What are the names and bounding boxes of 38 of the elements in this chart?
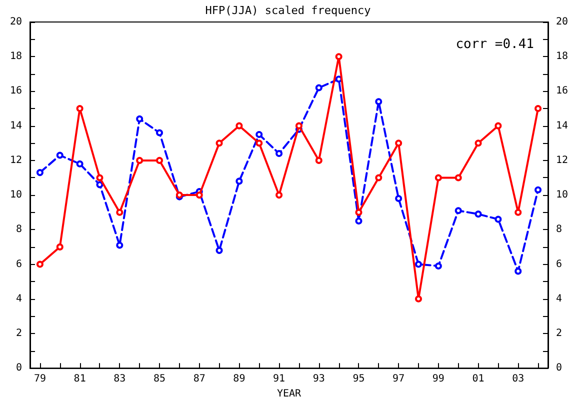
- y-tick-label: 20: [10, 16, 22, 28]
- x-tick-label: 79: [34, 374, 46, 385]
- annotation: corr =0.41: [456, 37, 534, 52]
- x-tick-label: 83: [114, 374, 126, 385]
- y-tick-label: 6: [16, 258, 22, 270]
- y2-tick-label: 2: [556, 328, 562, 339]
- x-tick-label: 03: [512, 374, 524, 385]
- x-tick-label: 91: [273, 374, 286, 385]
- x-tick-label: 01: [472, 374, 484, 385]
- y2-tick-label: 10: [556, 190, 568, 201]
- x-tick-label: 89: [233, 374, 246, 385]
- x-tick-label: 93: [312, 374, 325, 385]
- y2-tick-label: 6: [556, 258, 562, 270]
- y2-tick-label: 8: [556, 224, 562, 236]
- x-tick-label: 81: [74, 374, 86, 385]
- y2-tick-label: 20: [556, 16, 568, 28]
- x-axis-title: YEAR: [276, 388, 302, 400]
- y2-tick-label: 0: [556, 362, 562, 374]
- y2-tick-label: 4: [556, 293, 562, 304]
- y-tick-label: 12: [10, 154, 22, 166]
- y2-tick-label: 14: [556, 120, 568, 132]
- x-tick-label: 97: [392, 374, 405, 385]
- y-tick-label: 0: [16, 362, 22, 374]
- x-tick-label: 95: [352, 374, 365, 385]
- y2-tick-label: 16: [556, 86, 568, 97]
- y2-tick-label: 12: [556, 154, 568, 166]
- y2-tick-label: 18: [556, 51, 568, 62]
- y-tick-label: 2: [16, 328, 22, 339]
- chart-title: HFP(JJA) scaled frequency: [205, 4, 372, 17]
- y-tick-label: 16: [10, 86, 22, 97]
- y-tick-label: 18: [10, 51, 22, 62]
- y-tick-label: 14: [10, 120, 22, 132]
- x-tick-label: 85: [153, 374, 166, 385]
- y-tick-label: 4: [16, 293, 22, 304]
- x-tick-label: 87: [193, 374, 206, 385]
- x-tick-label: 99: [432, 374, 444, 385]
- y-tick-label: 10: [10, 190, 22, 201]
- y-tick-label: 8: [16, 224, 22, 236]
